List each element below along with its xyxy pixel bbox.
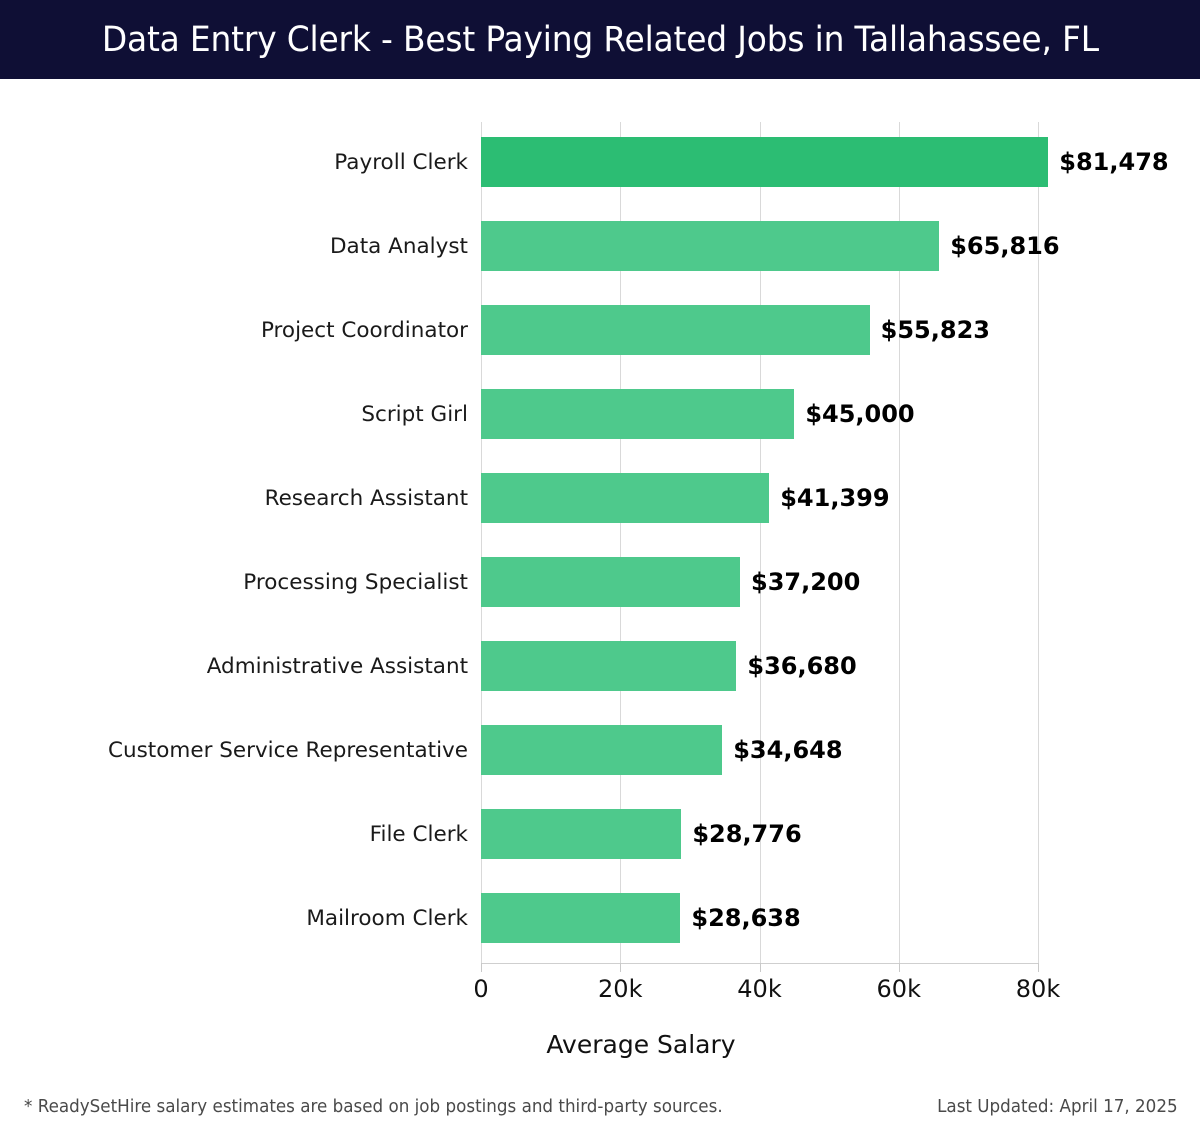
footer-disclaimer: * ReadySetHire salary estimates are base… (24, 1096, 723, 1117)
category-label-row: Script Girl (0, 389, 481, 439)
bar[interactable] (481, 389, 795, 439)
bar[interactable] (481, 893, 681, 943)
category-label: Processing Specialist (243, 569, 468, 595)
page-title: Data Entry Clerk - Best Paying Related J… (101, 19, 1099, 60)
bar-value-label: $36,680 (747, 652, 857, 680)
bar-value-label: $37,200 (751, 568, 861, 596)
x-tick-mark (898, 963, 900, 972)
bar-value-label: $41,399 (780, 484, 890, 512)
category-label: Administrative Assistant (206, 653, 468, 679)
bar-value-label: $34,648 (733, 736, 843, 764)
category-label-row: Data Analyst (0, 221, 481, 271)
bar-value-label: $55,823 (880, 316, 990, 344)
category-label-row: Payroll Clerk (0, 137, 481, 187)
x-axis-title: Average Salary (0, 1030, 1200, 1059)
bar-value-label: $28,776 (692, 820, 802, 848)
x-axis-title-text: Average Salary (546, 1030, 736, 1059)
category-label: Script Girl (361, 401, 468, 427)
category-label: File Clerk (369, 821, 468, 847)
category-label: Research Assistant (264, 485, 468, 511)
bar-value-label: $28,638 (691, 904, 801, 932)
category-label-row: File Clerk (0, 809, 481, 859)
category-label-row: Mailroom Clerk (0, 893, 481, 943)
bar[interactable] (481, 641, 737, 691)
bar[interactable] (481, 725, 723, 775)
category-label-row: Processing Specialist (0, 557, 481, 607)
category-label: Customer Service Representative (107, 737, 468, 763)
x-tick-label: 80k (1015, 975, 1061, 1003)
bar[interactable] (481, 473, 770, 523)
footer-last-updated: Last Updated: April 17, 2025 (937, 1096, 1178, 1117)
category-label-row: Research Assistant (0, 473, 481, 523)
gridline (481, 122, 482, 963)
category-label: Data Analyst (329, 233, 468, 259)
gridline (759, 122, 761, 963)
x-tick-label: 0 (473, 975, 489, 1003)
bar[interactable] (481, 809, 682, 859)
chart-header: Data Entry Clerk - Best Paying Related J… (0, 0, 1200, 79)
x-tick-mark (1038, 963, 1039, 972)
category-label-row: Administrative Assistant (0, 641, 481, 691)
bar[interactable] (481, 137, 1049, 187)
category-label: Project Coordinator (260, 317, 468, 343)
gridline (898, 122, 900, 963)
x-tick-mark (620, 963, 622, 972)
bar-value-label: $81,478 (1059, 148, 1169, 176)
bar[interactable] (481, 305, 870, 355)
x-tick-label: 40k (737, 975, 782, 1003)
bar[interactable] (481, 557, 740, 607)
x-tick-label: 60k (876, 975, 921, 1003)
category-label-row: Project Coordinator (0, 305, 481, 355)
bar-value-label: $45,000 (805, 400, 915, 428)
category-label: Mailroom Clerk (306, 905, 468, 931)
x-tick-mark (481, 963, 482, 972)
category-label-row: Customer Service Representative (0, 725, 481, 775)
category-label: Payroll Clerk (334, 149, 468, 175)
bar[interactable] (481, 221, 940, 271)
gridline (620, 122, 622, 963)
gridline (1038, 122, 1039, 963)
x-tick-label: 20k (598, 975, 643, 1003)
bar-value-label: $65,816 (950, 232, 1060, 260)
x-tick-mark (759, 963, 761, 972)
